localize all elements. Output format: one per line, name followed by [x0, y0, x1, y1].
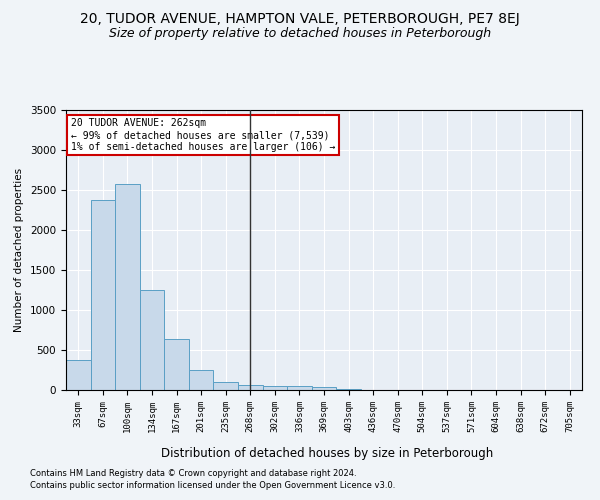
Text: 20 TUDOR AVENUE: 262sqm
← 99% of detached houses are smaller (7,539)
1% of semi-: 20 TUDOR AVENUE: 262sqm ← 99% of detache… — [71, 118, 335, 152]
Bar — [140, 290, 164, 390]
Bar — [287, 386, 312, 390]
Bar — [189, 370, 214, 390]
Bar — [238, 385, 263, 390]
Bar — [214, 382, 238, 390]
Text: Contains HM Land Registry data © Crown copyright and database right 2024.: Contains HM Land Registry data © Crown c… — [30, 468, 356, 477]
Bar — [115, 184, 140, 390]
Bar — [91, 200, 115, 390]
Text: Distribution of detached houses by size in Peterborough: Distribution of detached houses by size … — [161, 448, 493, 460]
Text: 20, TUDOR AVENUE, HAMPTON VALE, PETERBOROUGH, PE7 8EJ: 20, TUDOR AVENUE, HAMPTON VALE, PETERBOR… — [80, 12, 520, 26]
Bar — [336, 389, 361, 390]
Bar — [263, 386, 287, 390]
Y-axis label: Number of detached properties: Number of detached properties — [14, 168, 25, 332]
Text: Size of property relative to detached houses in Peterborough: Size of property relative to detached ho… — [109, 28, 491, 40]
Bar — [312, 387, 336, 390]
Bar — [164, 339, 189, 390]
Text: Contains public sector information licensed under the Open Government Licence v3: Contains public sector information licen… — [30, 481, 395, 490]
Bar — [66, 360, 91, 390]
